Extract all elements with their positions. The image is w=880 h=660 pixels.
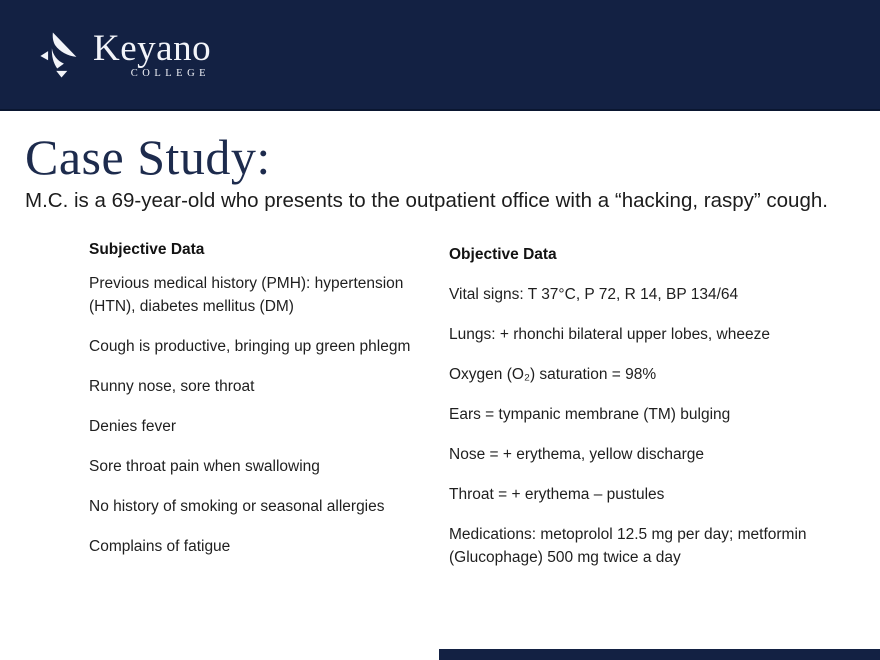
logo-text: Keyano COLLEGE	[93, 27, 212, 79]
keyano-logo-icon	[38, 31, 86, 79]
subjective-heading: Subjective Data	[89, 241, 205, 258]
logo-name: Keyano	[93, 27, 212, 69]
logo-subtitle: COLLEGE	[130, 67, 211, 79]
list-item: Previous medical history (PMH): hyperten…	[89, 275, 404, 315]
list-item: Sore throat pain when swallowing	[89, 458, 320, 475]
data-columns: Subjective Data Previous medical history…	[0, 240, 880, 586]
objective-column: Objective Data Vital signs: T 37°C, P 72…	[449, 240, 811, 586]
list-item: Lungs: + rhonchi bilateral upper lobes, …	[449, 326, 770, 343]
header-bar: Keyano COLLEGE	[0, 0, 880, 111]
list-item: Medications: metoprolol 12.5 mg per day;…	[449, 526, 807, 566]
list-item: Oxygen (O₂) saturation = 98%	[449, 366, 657, 383]
list-item: No history of smoking or seasonal allerg…	[89, 498, 385, 515]
list-item: Ears = tympanic membrane (TM) bulging	[449, 406, 731, 423]
list-item: Denies fever	[89, 418, 177, 435]
list-item: Cough is productive, bringing up green p…	[89, 338, 411, 355]
footer-accent-bar	[439, 649, 880, 660]
list-item: Complains of fatigue	[89, 538, 231, 555]
list-item: Runny nose, sore throat	[89, 378, 255, 395]
list-item: Vital signs: T 37°C, P 72, R 14, BP 134/…	[449, 286, 739, 303]
slide-content: Case Study: M.C. is a 69-year-old who pr…	[0, 113, 880, 586]
keyano-logo: Keyano COLLEGE	[38, 27, 212, 79]
list-item: Nose = + erythema, yellow discharge	[449, 446, 705, 463]
list-item: Throat = + erythema – pustules	[449, 486, 665, 503]
intro-text: M.C. is a 69-year-old who presents to th…	[25, 189, 828, 212]
objective-heading: Objective Data	[449, 246, 557, 263]
subjective-column: Subjective Data Previous medical history…	[89, 240, 441, 586]
slide-title: Case Study:	[25, 129, 271, 185]
